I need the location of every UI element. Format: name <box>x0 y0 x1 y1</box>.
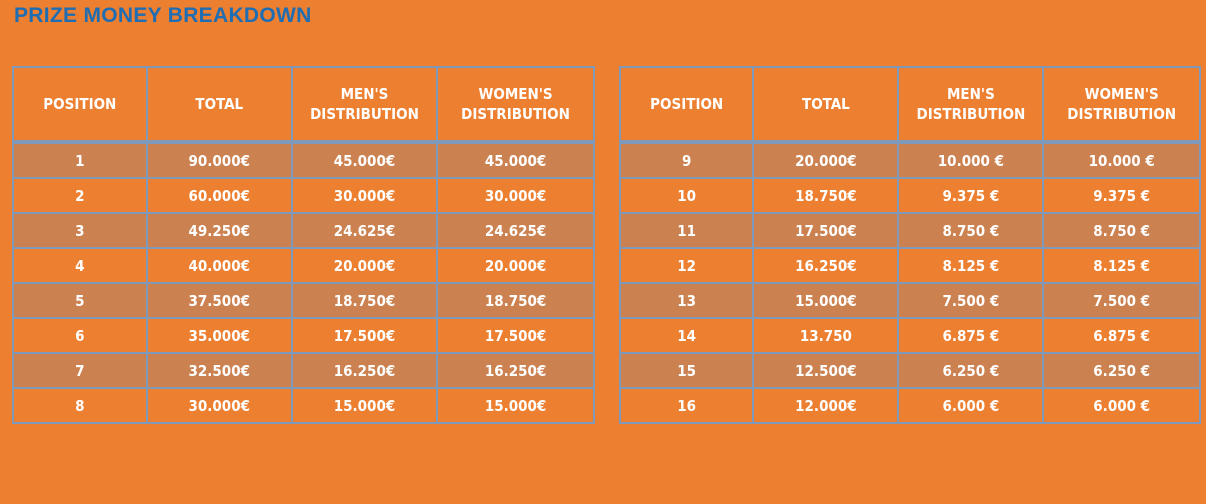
cell-total: 30.000€ <box>145 387 293 424</box>
cell-position: 3 <box>12 212 148 249</box>
cell-mens-distribution: 45.000€ <box>290 141 439 179</box>
header-position: POSITION <box>12 66 148 144</box>
cell-total: 40.000€ <box>145 247 293 284</box>
cell-total: 49.250€ <box>145 212 293 249</box>
cell-womens-distribution: 24.625€ <box>436 212 595 249</box>
cell-total: 12.000€ <box>752 387 900 424</box>
cell-total: 16.250€ <box>752 247 900 284</box>
cell-total: 12.500€ <box>752 352 900 389</box>
cell-mens-distribution: 8.750 € <box>897 212 1045 249</box>
cell-mens-distribution: 10.000 € <box>897 141 1045 179</box>
cell-total: 60.000€ <box>145 177 293 214</box>
table-row: 10 18.750€ 9.375 €9.375 € <box>618 177 1201 214</box>
cell-mens-distribution: 7.500 € <box>897 282 1045 319</box>
table-row: 2 60.000€ 30.000€ 30.000€ <box>12 177 595 214</box>
table-row: 5 37.500€ 18.750€ 18.750€ <box>12 282 595 319</box>
header-total: TOTAL <box>752 66 900 144</box>
table-row: 4 40.000€ 20.000€ 20.000€ <box>12 247 595 284</box>
header-womens-distribution: WOMEN'S DISTRIBUTION <box>1042 66 1201 144</box>
prize-table-left: POSITION TOTAL MEN'S DISTRIBUTION WOMEN'… <box>12 66 595 424</box>
cell-position: 14 <box>618 317 755 354</box>
cell-mens-distribution: 9.375 € <box>897 177 1045 214</box>
cell-womens-distribution: 17.500€ <box>436 317 595 354</box>
cell-position: 8 <box>12 387 148 424</box>
cell-mens-distribution: 20.000€ <box>290 247 439 284</box>
cell-mens-distribution: 24.625€ <box>290 212 439 249</box>
table-row: 15 12.500€ 6.250 €6.250 € <box>618 352 1201 389</box>
cell-position: 9 <box>618 141 755 179</box>
cell-womens-distribution: 45.000€ <box>436 141 595 179</box>
cell-total: 90.000€ <box>145 141 293 179</box>
cell-womens-distribution: 30.000€ <box>436 177 595 214</box>
header-mens-distribution: MEN'S DISTRIBUTION <box>897 66 1045 144</box>
table-row: 8 30.000€ 15.000€ 15.000€ <box>12 387 595 424</box>
cell-mens-distribution: 18.750€ <box>290 282 439 319</box>
cell-womens-distribution: 10.000 € <box>1042 141 1201 179</box>
cell-position: 6 <box>12 317 148 354</box>
cell-womens-distribution: 20.000€ <box>436 247 595 284</box>
cell-position: 12 <box>618 247 755 284</box>
cell-total: 15.000€ <box>752 282 900 319</box>
cell-womens-distribution: 6.250 € <box>1042 352 1201 389</box>
table-row: 9 20.000€ 10.000 €10.000 € <box>618 141 1201 179</box>
page-title: PRIZE MONEY BREAKDOWN <box>14 4 312 27</box>
header-mens-distribution: MEN'S DISTRIBUTION <box>290 66 439 144</box>
cell-position: 2 <box>12 177 148 214</box>
cell-total: 32.500€ <box>145 352 293 389</box>
table-row: 3 49.250€ 24.625€ 24.625€ <box>12 212 595 249</box>
cell-womens-distribution: 18.750€ <box>436 282 595 319</box>
cell-position: 13 <box>618 282 755 319</box>
header-total: TOTAL <box>145 66 293 144</box>
cell-position: 11 <box>618 212 755 249</box>
cell-mens-distribution: 15.000€ <box>290 387 439 424</box>
cell-womens-distribution: 6.000 € <box>1042 387 1201 424</box>
table-row: 1 90.000€ 45.000€ 45.000€ <box>12 141 595 179</box>
cell-mens-distribution: 17.500€ <box>290 317 439 354</box>
cell-total: 35.000€ <box>145 317 293 354</box>
cell-position: 16 <box>618 387 755 424</box>
cell-womens-distribution: 8.125 € <box>1042 247 1201 284</box>
cell-mens-distribution: 16.250€ <box>290 352 439 389</box>
cell-position: 7 <box>12 352 148 389</box>
cell-womens-distribution: 16.250€ <box>436 352 595 389</box>
cell-mens-distribution: 6.250 € <box>897 352 1045 389</box>
cell-total: 37.500€ <box>145 282 293 319</box>
cell-total: 17.500€ <box>752 212 900 249</box>
cell-mens-distribution: 6.000 € <box>897 387 1045 424</box>
table-header-row: POSITION TOTAL MEN'S DISTRIBUTION WOMEN'… <box>618 66 1201 144</box>
cell-womens-distribution: 6.875 € <box>1042 317 1201 354</box>
cell-position: 10 <box>618 177 755 214</box>
cell-mens-distribution: 30.000€ <box>290 177 439 214</box>
prize-table-right: POSITION TOTAL MEN'S DISTRIBUTION WOMEN'… <box>618 66 1201 424</box>
table-row: 7 32.500€ 16.250€ 16.250€ <box>12 352 595 389</box>
table-row: 12 16.250€ 8.125 €8.125 € <box>618 247 1201 284</box>
table-row: 6 35.000€ 17.500€ 17.500€ <box>12 317 595 354</box>
cell-mens-distribution: 8.125 € <box>897 247 1045 284</box>
header-womens-distribution: WOMEN'S DISTRIBUTION <box>436 66 595 144</box>
cell-total: 13.750 <box>752 317 900 354</box>
cell-position: 4 <box>12 247 148 284</box>
table-header-row: POSITION TOTAL MEN'S DISTRIBUTION WOMEN'… <box>12 66 595 144</box>
table-row: 11 17.500€ 8.750 €8.750 € <box>618 212 1201 249</box>
cell-womens-distribution: 8.750 € <box>1042 212 1201 249</box>
table-row: 14 13.750 6.875 €6.875 € <box>618 317 1201 354</box>
cell-total: 18.750€ <box>752 177 900 214</box>
table-row: 13 15.000€ 7.500 €7.500 € <box>618 282 1201 319</box>
cell-womens-distribution: 9.375 € <box>1042 177 1201 214</box>
cell-position: 5 <box>12 282 148 319</box>
header-position: POSITION <box>618 66 755 144</box>
cell-mens-distribution: 6.875 € <box>897 317 1045 354</box>
cell-womens-distribution: 7.500 € <box>1042 282 1201 319</box>
cell-womens-distribution: 15.000€ <box>436 387 595 424</box>
cell-total: 20.000€ <box>752 141 900 179</box>
table-row: 16 12.000€ 6.000 €6.000 € <box>618 387 1201 424</box>
cell-position: 15 <box>618 352 755 389</box>
cell-position: 1 <box>12 141 148 179</box>
